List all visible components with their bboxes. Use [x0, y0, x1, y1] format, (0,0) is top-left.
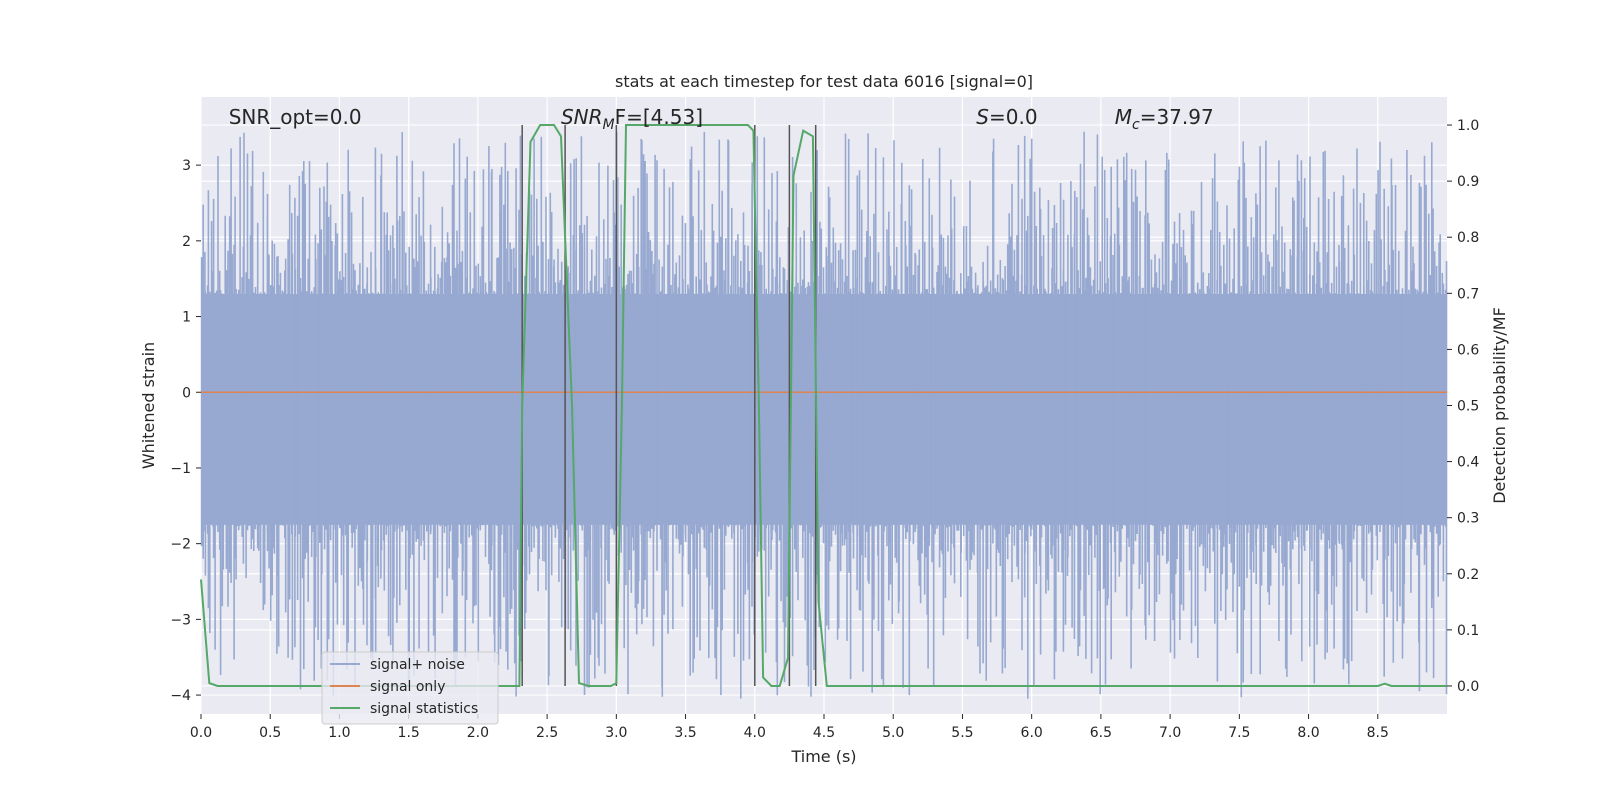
x-tick-label: 8.0	[1297, 725, 1319, 741]
y2-tick-label: 0.0	[1457, 679, 1479, 695]
y2-tick-label: 1.0	[1457, 118, 1479, 134]
x-tick-label: 1.5	[398, 725, 420, 741]
signal-statistics-line	[200, 124, 1447, 687]
snr-mf-annotation: SNRMF=[4.53]	[561, 105, 703, 133]
y-tick-label: −1	[170, 461, 191, 477]
legend: signal+ noise signal only signal statist…	[321, 651, 499, 725]
legend-label-signal-statistics: signal statistics	[370, 701, 478, 717]
y2-tick-label: 0.5	[1457, 399, 1479, 415]
y-tick-label: 3	[182, 158, 191, 174]
x-tick-label: 3.5	[674, 725, 696, 741]
x-tick-label: 1.0	[328, 725, 350, 741]
x-tick-label: 4.5	[813, 725, 835, 741]
y2-tick-label: 0.3	[1457, 511, 1479, 527]
mc-main: M	[1115, 105, 1132, 129]
y-axis-label: Whitened strain	[139, 342, 158, 469]
y2-tick-label: 0.7	[1457, 286, 1479, 302]
legend-label-signal-only: signal only	[370, 679, 445, 695]
x-tick-label: 2.0	[467, 725, 489, 741]
snr-opt-annotation: SNR_opt=0.0	[229, 105, 362, 129]
x-tick-label: 2.5	[536, 725, 558, 741]
x-tick-label: 5.0	[882, 725, 904, 741]
mc-rest: =37.97	[1140, 105, 1214, 129]
s-main: S	[976, 105, 989, 129]
y2-axis-label: Detection probability/MF	[1490, 307, 1509, 504]
legend-label-signal-noise: signal+ noise	[370, 657, 465, 673]
y2-tick-label: 0.2	[1457, 567, 1479, 583]
snr-mf-main: SNR	[561, 105, 603, 129]
y2-tick-label: 0.8	[1457, 230, 1479, 246]
chart-title: stats at each timestep for test data 601…	[615, 72, 1033, 91]
x-tick-label: 6.0	[1021, 725, 1043, 741]
x-tick-label: 8.5	[1367, 725, 1389, 741]
snr-mf-sub: M	[603, 117, 615, 133]
signal-noise-series	[200, 131, 1448, 699]
mc-annotation: Mc=37.97	[1115, 105, 1214, 133]
y-tick-label: −3	[170, 612, 191, 628]
legend-box	[321, 651, 499, 725]
x-tick-label: 3.0	[605, 725, 627, 741]
s-annotation: S=0.0	[976, 105, 1037, 129]
x-tick-label: 5.5	[951, 725, 973, 741]
signal-statistics-series	[200, 124, 1447, 687]
x-tick-label: 4.0	[744, 725, 766, 741]
y-tick-label: 0	[182, 385, 191, 401]
y-tick-label: 2	[182, 234, 191, 250]
y2-tick-label: 0.9	[1457, 174, 1479, 190]
x-axis-label: Time (s)	[790, 747, 856, 766]
y-tick-label: 1	[182, 310, 191, 326]
y2-tick-label: 0.4	[1457, 455, 1479, 471]
tick-labels: 0.0 0.5 1.0 1.5 2.0 2.5 3.0 3.5 4.0 4.5 5.0 5.5 6.0 6…	[170, 118, 1479, 741]
x-tick-label: 0.0	[190, 725, 212, 741]
x-tick-label: 6.5	[1090, 725, 1112, 741]
y2-tick-label: 0.1	[1457, 623, 1479, 639]
s-rest: =0.0	[989, 105, 1038, 129]
x-tick-label: 7.5	[1228, 725, 1250, 741]
y-tick-label: −2	[170, 537, 191, 553]
mc-sub: c	[1132, 117, 1140, 133]
x-tick-label: 0.5	[259, 725, 281, 741]
y2-tick-label: 0.6	[1457, 342, 1479, 358]
x-tick-label: 7.0	[1159, 725, 1181, 741]
y-tick-label: −4	[170, 688, 191, 704]
snr-mf-rest: F=[4.53]	[615, 105, 703, 129]
